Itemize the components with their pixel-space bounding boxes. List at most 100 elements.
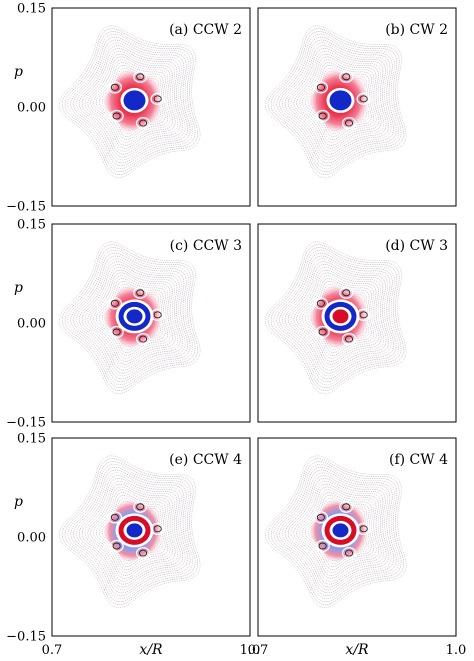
island-core xyxy=(359,95,368,103)
x-axis-label: x/R xyxy=(345,642,369,658)
island-core xyxy=(112,112,121,120)
center-core xyxy=(329,90,352,111)
contour-line xyxy=(287,264,387,371)
island-core xyxy=(318,542,327,550)
island-ring xyxy=(315,109,330,123)
island-core xyxy=(153,525,162,533)
island-ring xyxy=(339,286,354,299)
contour-line xyxy=(265,455,407,608)
y-tick-label: 0.00 xyxy=(17,101,46,116)
contour-line xyxy=(61,244,198,391)
island-ring xyxy=(341,546,357,560)
contour-line xyxy=(96,62,168,140)
contour-line xyxy=(276,36,397,167)
x-tick-label: 0.7 xyxy=(248,643,269,658)
island-ring xyxy=(133,500,148,513)
axis-layer: 0.15 0.00 −0.15 p 0.15 0.00 −0.15 p 0.15 0.00 −0.1… xyxy=(6,2,466,659)
panel-b: (b) CW 2 xyxy=(257,7,457,207)
island-core xyxy=(153,95,162,103)
y-tick-label: −0.15 xyxy=(6,416,46,431)
panel-f: (f) CW 4 xyxy=(257,437,457,637)
contour-line xyxy=(285,261,389,374)
island-ring xyxy=(109,539,124,553)
island-ring xyxy=(313,511,329,524)
contour-line xyxy=(73,39,188,164)
contour-line xyxy=(302,278,374,356)
contour-line xyxy=(282,472,392,591)
island-core xyxy=(110,299,119,307)
y-axis-label: p xyxy=(14,280,23,296)
contour-line xyxy=(73,469,188,594)
contour-line xyxy=(67,34,193,170)
contour-line xyxy=(87,53,176,149)
island-core xyxy=(345,335,354,343)
island-core xyxy=(345,549,354,557)
panel-d: (d) CW 3 xyxy=(257,223,457,423)
island-core xyxy=(139,549,148,557)
island-core xyxy=(110,83,119,91)
island-core xyxy=(136,73,145,81)
island-ring xyxy=(315,325,330,339)
contour-line xyxy=(67,250,193,386)
contour-line xyxy=(293,269,382,365)
contour-line xyxy=(59,455,201,608)
island-core xyxy=(342,503,351,511)
y-axis-label: p xyxy=(14,64,23,80)
contour-line xyxy=(87,483,176,579)
contour-line xyxy=(70,252,191,383)
contour-line xyxy=(61,28,198,175)
island-ring xyxy=(107,297,123,310)
contour-line xyxy=(302,492,374,570)
island-core xyxy=(342,289,351,297)
island-ring xyxy=(109,325,124,339)
island-ring xyxy=(339,70,354,83)
contour-line xyxy=(287,478,387,585)
contour-line xyxy=(79,261,183,374)
island-ring xyxy=(133,286,148,299)
contour-line xyxy=(90,486,173,576)
island-ring xyxy=(135,116,151,130)
island-core xyxy=(316,299,325,307)
contour-line xyxy=(64,31,196,172)
island-ring xyxy=(135,546,151,560)
contour-line xyxy=(276,252,397,383)
y-tick-label: −0.15 xyxy=(6,630,46,645)
contour-line xyxy=(296,56,379,146)
contour-line xyxy=(287,48,387,155)
contour-line xyxy=(282,42,392,161)
island-core xyxy=(136,503,145,511)
contour-line xyxy=(273,34,399,170)
contour-line xyxy=(273,250,399,386)
island-core xyxy=(316,513,325,521)
panels-layer: (a) CCW 2 (b) CW 2 (c) CCW 3 (d) CW 3 (e) CC… xyxy=(51,7,457,637)
contour-line xyxy=(90,56,173,146)
panel-title: (c) CCW 3 xyxy=(170,238,242,254)
y-tick-label: 0.15 xyxy=(17,2,46,17)
island-core xyxy=(359,311,368,319)
y-tick-label: −0.15 xyxy=(6,200,46,215)
contour-line xyxy=(265,241,407,394)
contour-line xyxy=(293,53,382,149)
panel-title: (a) CCW 2 xyxy=(169,22,242,38)
x-tick-label: 1.0 xyxy=(446,643,467,658)
contour-line xyxy=(267,28,404,175)
contour-line xyxy=(70,36,191,167)
contour-line xyxy=(265,25,407,178)
y-tick-label: 0.15 xyxy=(17,432,46,447)
contour-line xyxy=(296,272,379,362)
contour-line xyxy=(61,458,198,605)
contour-line xyxy=(96,492,168,570)
center-core xyxy=(332,523,349,538)
contour-line xyxy=(273,464,399,600)
contour-line xyxy=(81,48,181,155)
island-core xyxy=(318,112,327,120)
island-ring xyxy=(315,539,330,553)
contour-line xyxy=(276,466,397,597)
contour-line xyxy=(67,464,193,600)
contour-line xyxy=(81,264,181,371)
island-ring xyxy=(356,92,371,105)
contour-line xyxy=(96,278,168,356)
island-core xyxy=(110,513,119,521)
island-ring xyxy=(313,81,329,94)
